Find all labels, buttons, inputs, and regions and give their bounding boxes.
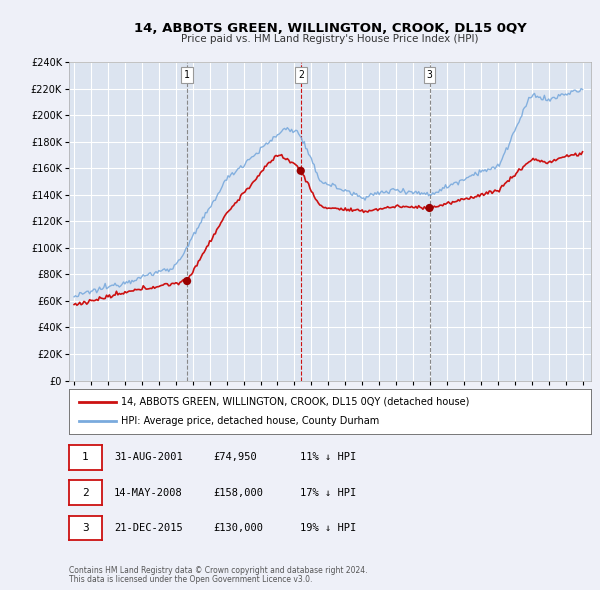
Text: 31-AUG-2001: 31-AUG-2001 (114, 453, 183, 462)
Text: This data is licensed under the Open Government Licence v3.0.: This data is licensed under the Open Gov… (69, 575, 313, 584)
Text: 2: 2 (298, 70, 304, 80)
Point (296, 166, 305, 176)
Text: 1: 1 (184, 70, 190, 80)
Text: 1: 1 (82, 453, 89, 462)
Text: 2: 2 (82, 488, 89, 497)
Text: 11% ↓ HPI: 11% ↓ HPI (300, 453, 356, 462)
Point (182, 276, 192, 286)
Text: £74,950: £74,950 (213, 453, 257, 462)
Text: 14, ABBOTS GREEN, WILLINGTON, CROOK, DL15 0QY (detached house): 14, ABBOTS GREEN, WILLINGTON, CROOK, DL1… (121, 397, 470, 407)
Text: 14-MAY-2008: 14-MAY-2008 (114, 488, 183, 497)
Text: 19% ↓ HPI: 19% ↓ HPI (300, 523, 356, 533)
Text: £158,000: £158,000 (213, 488, 263, 497)
Point (425, 203, 434, 213)
Text: 14, ABBOTS GREEN, WILLINGTON, CROOK, DL15 0QY: 14, ABBOTS GREEN, WILLINGTON, CROOK, DL1… (134, 22, 526, 35)
Text: £130,000: £130,000 (213, 523, 263, 533)
Text: Contains HM Land Registry data © Crown copyright and database right 2024.: Contains HM Land Registry data © Crown c… (69, 566, 367, 575)
Text: Price paid vs. HM Land Registry's House Price Index (HPI): Price paid vs. HM Land Registry's House … (181, 34, 479, 44)
Text: 3: 3 (427, 70, 433, 80)
Text: 21-DEC-2015: 21-DEC-2015 (114, 523, 183, 533)
Text: 17% ↓ HPI: 17% ↓ HPI (300, 488, 356, 497)
Text: HPI: Average price, detached house, County Durham: HPI: Average price, detached house, Coun… (121, 417, 379, 426)
Text: 3: 3 (82, 523, 89, 533)
